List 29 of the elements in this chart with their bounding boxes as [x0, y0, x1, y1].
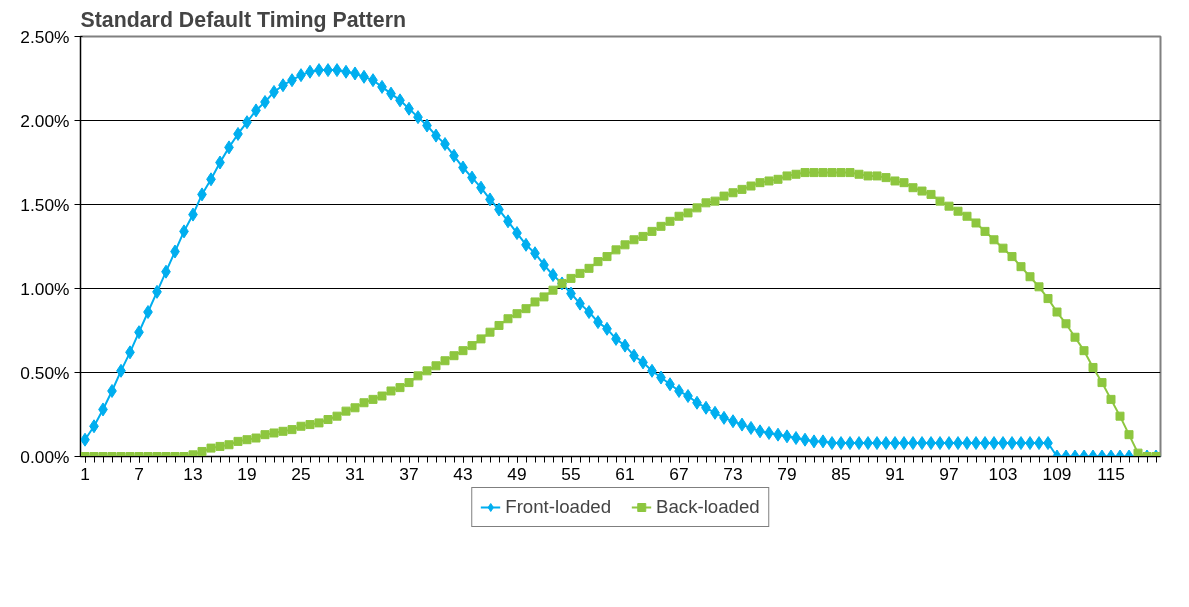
x-tick-label: 25 — [291, 463, 311, 484]
x-tick-label: 73 — [723, 463, 743, 484]
legend-label: Back-loaded — [656, 496, 760, 518]
x-tick-label: 115 — [1097, 463, 1125, 484]
x-tick-label: 97 — [939, 463, 959, 484]
x-tick-label: 37 — [399, 463, 419, 484]
y-tick-label: 0.50% — [20, 362, 70, 383]
x-tick-label: 109 — [1042, 463, 1072, 484]
x-tick-label: 19 — [237, 463, 257, 484]
x-tick-label: 43 — [453, 463, 473, 484]
y-tick-label: 2.00% — [20, 110, 70, 131]
x-tick-label: 31 — [345, 463, 365, 484]
x-tick-label: 13 — [183, 463, 203, 484]
x-tick-label: 85 — [831, 463, 851, 484]
y-tick-label: 1.00% — [20, 278, 70, 299]
x-tick-label: 67 — [669, 463, 689, 484]
y-tick-label: 1.50% — [20, 194, 70, 215]
legend-label: Front-loaded — [505, 496, 612, 518]
x-tick-label: 103 — [988, 463, 1018, 484]
chart-title: Standard Default Timing Pattern — [80, 7, 406, 32]
x-tick-label: 91 — [885, 463, 905, 484]
x-tick-label: 79 — [777, 463, 797, 484]
x-tick-label: 61 — [615, 463, 635, 484]
x-tick-label: 7 — [134, 463, 144, 484]
x-tick-label: 55 — [561, 463, 581, 484]
y-tick-label: 0.00% — [20, 446, 70, 467]
y-tick-label: 2.50% — [20, 26, 70, 47]
x-tick-label: 1 — [80, 463, 90, 484]
x-tick-label: 49 — [507, 463, 527, 484]
